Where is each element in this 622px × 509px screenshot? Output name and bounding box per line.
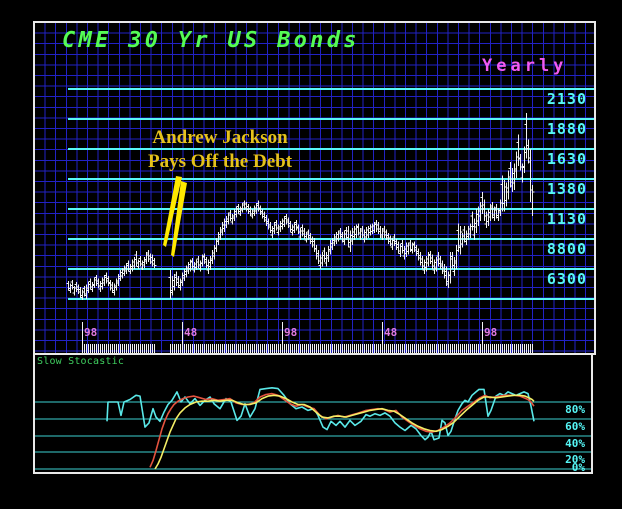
main-chart-panel: [33, 21, 596, 355]
stochastic-panel: [33, 353, 593, 474]
